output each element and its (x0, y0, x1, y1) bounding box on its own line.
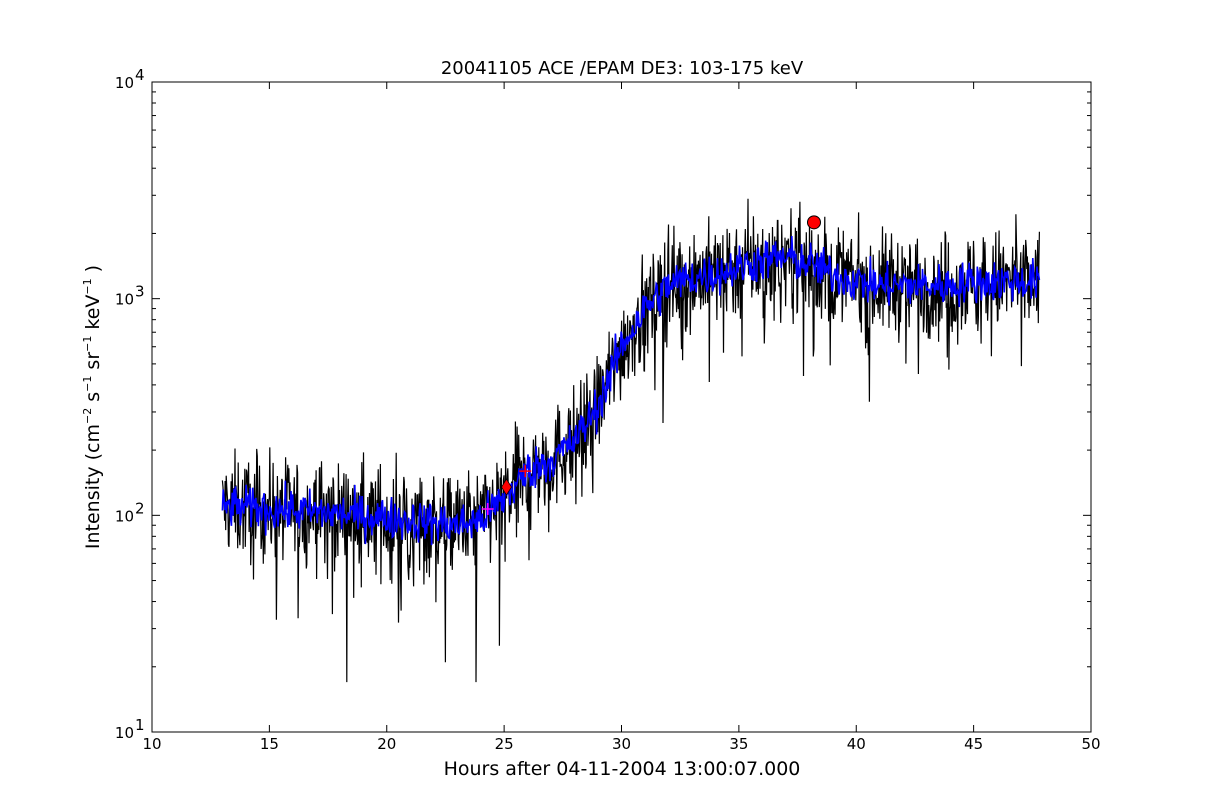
y-tick-label: 10 (115, 291, 134, 309)
marker-circle (806, 215, 821, 230)
plot-area (221, 198, 1041, 683)
x-axis: 10 15 20 25 30 35 40 45 50 (142, 82, 1101, 753)
x-tick-label: 50 (1081, 735, 1100, 753)
marker-plus (481, 502, 494, 515)
x-tick-label: 10 (142, 735, 161, 753)
x-tick-label: 20 (377, 735, 396, 753)
x-tick-label: 15 (260, 735, 279, 753)
x-tick-label: 40 (847, 735, 866, 753)
marker-plus (519, 465, 532, 478)
x-tick-label: 25 (495, 735, 514, 753)
y-axis-label: Intensity (cm−2 s−1 sr−1 keV−1 ) (81, 265, 104, 549)
y-tick-label-exponent: 2 (135, 499, 145, 517)
x-tick-label: 35 (729, 735, 748, 753)
series-smoothed-line (221, 235, 1041, 546)
y-tick-label-exponent: 1 (135, 716, 145, 734)
y-tick-label: 10 (115, 507, 134, 525)
y-tick-label: 10 (115, 74, 134, 92)
x-tick-label: 45 (964, 735, 983, 753)
y-tick-label-exponent: 4 (135, 66, 145, 84)
y-tick-label-exponent: 3 (135, 283, 145, 301)
y-tick-label: 10 (115, 724, 134, 742)
x-axis-label: Hours after 04-11-2004 13:00:07.000 (444, 758, 801, 780)
x-tick-label: 30 (612, 735, 631, 753)
chart-title: 20041105 ACE /EPAM DE3: 103-175 keV (441, 58, 804, 79)
marker-diamond (501, 478, 512, 496)
